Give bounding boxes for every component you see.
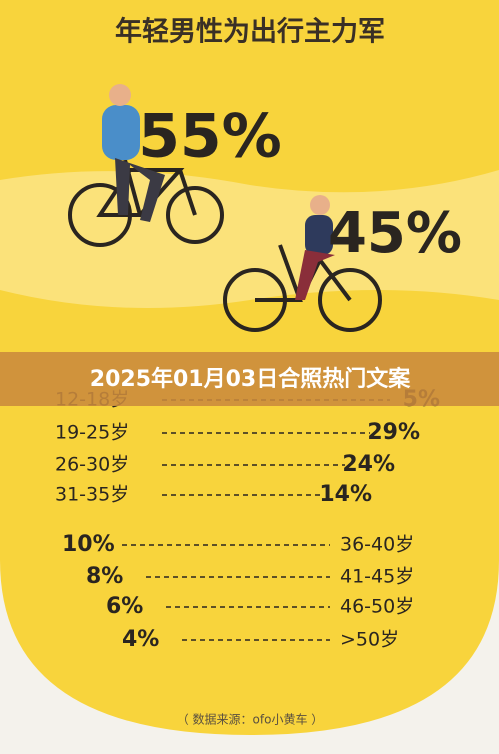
- banner: 2025年01月03日合照热门文案: [90, 366, 411, 392]
- age-share: 8%: [86, 564, 123, 589]
- age-share: 29%: [367, 420, 420, 445]
- age-label: 26-30岁: [55, 454, 129, 476]
- male-share: 55%: [138, 102, 282, 172]
- female-share: 45%: [328, 201, 462, 266]
- age-label: 41-45岁: [340, 566, 414, 588]
- source: （ 数据来源：ofo小黄车 ）: [177, 712, 324, 727]
- age-share: 4%: [122, 627, 159, 652]
- title: 年轻男性为出行主力军: [115, 16, 385, 48]
- man: [102, 84, 165, 222]
- age-share: 14%: [319, 482, 372, 507]
- age-share: 10%: [62, 532, 115, 557]
- age-label: 31-35岁: [55, 484, 129, 506]
- age-label: >50岁: [340, 629, 399, 651]
- age-share: 6%: [106, 594, 143, 619]
- age-label: 19-25岁: [55, 422, 129, 444]
- woman: [295, 195, 335, 300]
- age-label: 46-50岁: [340, 596, 414, 618]
- age-label: 36-40岁: [340, 534, 414, 556]
- age-share: 24%: [342, 452, 395, 477]
- banner-bg: [0, 352, 499, 406]
